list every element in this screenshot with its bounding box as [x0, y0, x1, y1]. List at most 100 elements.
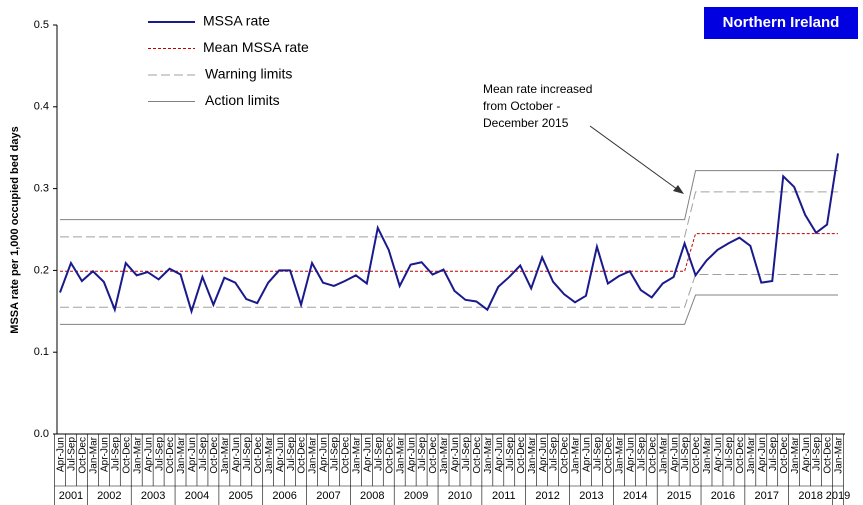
year-label: 2002: [97, 490, 121, 502]
y-tick-label: 0.2: [34, 264, 49, 276]
x-tick-label: Oct-Dec: [428, 437, 439, 474]
year-label: 2009: [404, 490, 428, 502]
x-tick-label: Oct-Dec: [341, 437, 352, 474]
x-tick-label: Oct-Dec: [384, 437, 395, 474]
x-tick-label: Oct-Dec: [647, 437, 658, 474]
year-label: 2005: [229, 490, 253, 502]
x-tick-label: Apr-Jun: [713, 437, 724, 472]
year-label: 2016: [711, 490, 735, 502]
region-box: [704, 7, 858, 39]
x-tick-label: Jul-Sep: [593, 437, 604, 471]
x-tick-label: Apr-Jun: [406, 437, 417, 472]
x-tick-label: Jan-Mar: [834, 436, 845, 473]
year-label: 2018: [798, 490, 822, 502]
x-tick-label: Jan-Mar: [746, 436, 757, 473]
x-tick-label: Jul-Sep: [680, 437, 691, 471]
legend-label: Action limits: [205, 92, 280, 108]
x-tick-label: Jul-Sep: [373, 437, 384, 471]
x-tick-label: Apr-Jun: [757, 437, 768, 472]
x-tick-label: Jan-Mar: [308, 436, 319, 473]
x-tick-label: Oct-Dec: [779, 437, 790, 474]
x-tick-label: Jul-Sep: [505, 437, 516, 471]
y-tick-label: 0.5: [34, 19, 49, 31]
x-tick-label: Apr-Jun: [625, 437, 636, 472]
x-tick-label: Jul-Sep: [67, 437, 78, 471]
year-label: 2013: [579, 490, 603, 502]
arrow-head: [673, 185, 684, 194]
x-tick-label: Jul-Sep: [724, 437, 735, 471]
year-label: 2017: [755, 490, 779, 502]
x-tick-label: Apr-Jun: [801, 437, 812, 472]
x-tick-label: Oct-Dec: [209, 437, 220, 474]
series-line: [60, 170, 838, 221]
year-label: 2019: [826, 490, 850, 502]
x-tick-label: Jan-Mar: [790, 436, 801, 473]
legend-label: Mean MSSA rate: [203, 39, 309, 55]
x-tick-label: Jan-Mar: [132, 436, 143, 473]
x-tick-label: Apr-Jun: [669, 437, 680, 472]
annotation: Mean rate increased: [483, 82, 592, 96]
x-tick-label: Jul-Sep: [154, 437, 165, 471]
x-tick-label: Jan-Mar: [439, 436, 450, 473]
year-label: 2015: [667, 490, 691, 502]
series-line: [60, 294, 838, 325]
x-tick-label: Jan-Mar: [220, 436, 231, 473]
year-label: 2014: [623, 490, 647, 502]
x-tick-label: Apr-Jun: [450, 437, 461, 472]
y-axis-title: MSSA rate per 1,000 occupied bed days: [9, 126, 21, 333]
series-line: [60, 191, 838, 238]
x-tick-label: Apr-Jun: [99, 437, 110, 472]
year-label: 2012: [535, 490, 559, 502]
year-label: 2006: [272, 490, 296, 502]
series-line: [60, 273, 838, 308]
x-tick-label: Oct-Dec: [121, 437, 132, 474]
x-tick-label: Oct-Dec: [516, 437, 527, 474]
y-tick-label: 0.4: [34, 101, 49, 113]
x-tick-label: Jan-Mar: [614, 436, 625, 473]
x-tick-label: Oct-Dec: [165, 437, 176, 474]
x-tick-label: Jan-Mar: [351, 436, 362, 473]
x-tick-label: Jul-Sep: [768, 437, 779, 471]
year-label: 2001: [59, 490, 83, 502]
x-tick-label: Apr-Jun: [231, 437, 242, 472]
series-line: [59, 153, 839, 315]
x-tick-label: Oct-Dec: [78, 437, 89, 474]
x-tick-label: Jul-Sep: [330, 437, 341, 471]
legend-label: Warning limits: [205, 66, 292, 82]
x-tick-label: Jul-Sep: [417, 437, 428, 471]
x-tick-label: Jan-Mar: [89, 436, 100, 473]
annotation: from October -: [483, 99, 560, 113]
x-tick-label: Oct-Dec: [604, 437, 615, 474]
x-tick-label: Apr-Jun: [582, 437, 593, 472]
x-tick-label: Apr-Jun: [362, 437, 373, 472]
x-tick-label: Jul-Sep: [110, 437, 121, 471]
x-tick-label: Oct-Dec: [735, 437, 746, 474]
x-tick-label: Jul-Sep: [198, 437, 209, 471]
x-tick-label: Apr-Jun: [143, 437, 154, 472]
x-tick-label: Jan-Mar: [483, 436, 494, 473]
x-tick-label: Apr-Jun: [275, 437, 286, 472]
x-tick-label: Jan-Mar: [571, 436, 582, 473]
x-tick-label: Apr-Jun: [187, 437, 198, 472]
x-tick-label: Apr-Jun: [56, 437, 67, 472]
annotation: December 2015: [483, 116, 569, 130]
year-label: 2011: [492, 490, 516, 502]
x-tick-label: Oct-Dec: [691, 437, 702, 474]
x-tick-label: Jan-Mar: [702, 436, 713, 473]
y-tick-label: 0.0: [34, 428, 49, 440]
x-tick-label: Oct-Dec: [560, 437, 571, 474]
x-tick-label: Oct-Dec: [253, 437, 264, 474]
x-tick-label: Jan-Mar: [264, 436, 275, 473]
x-tick-label: Jul-Sep: [549, 437, 560, 471]
x-tick-label: Oct-Dec: [472, 437, 483, 474]
y-tick-label: 0.1: [34, 346, 49, 358]
year-label: 2007: [316, 490, 340, 502]
year-label: 2004: [185, 490, 209, 502]
x-tick-label: Jul-Sep: [242, 437, 253, 471]
annotation-arrow: [589, 125, 682, 193]
x-tick-label: Jan-Mar: [395, 436, 406, 473]
legend-label: MSSA rate: [203, 13, 270, 29]
x-tick-label: Jul-Sep: [636, 437, 647, 471]
series-line: [60, 233, 838, 272]
